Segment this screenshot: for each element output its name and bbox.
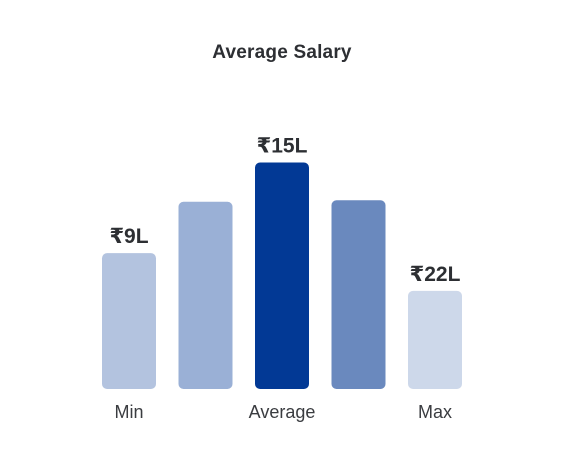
bar-min [102,253,156,389]
bar-value-label: ₹15L [257,135,308,158]
category-label: Min [114,402,143,422]
category-label: Average [249,402,316,422]
bar-value-label: ₹9L [109,225,148,248]
bar-average [255,162,309,389]
bar-value-label: ₹22L [410,263,461,286]
bar-intermediate-3 [331,200,386,389]
bar-intermediate-1 [178,201,233,389]
bar-max [408,290,462,389]
chart-title: Average Salary [212,42,352,63]
category-label: Max [418,402,452,422]
